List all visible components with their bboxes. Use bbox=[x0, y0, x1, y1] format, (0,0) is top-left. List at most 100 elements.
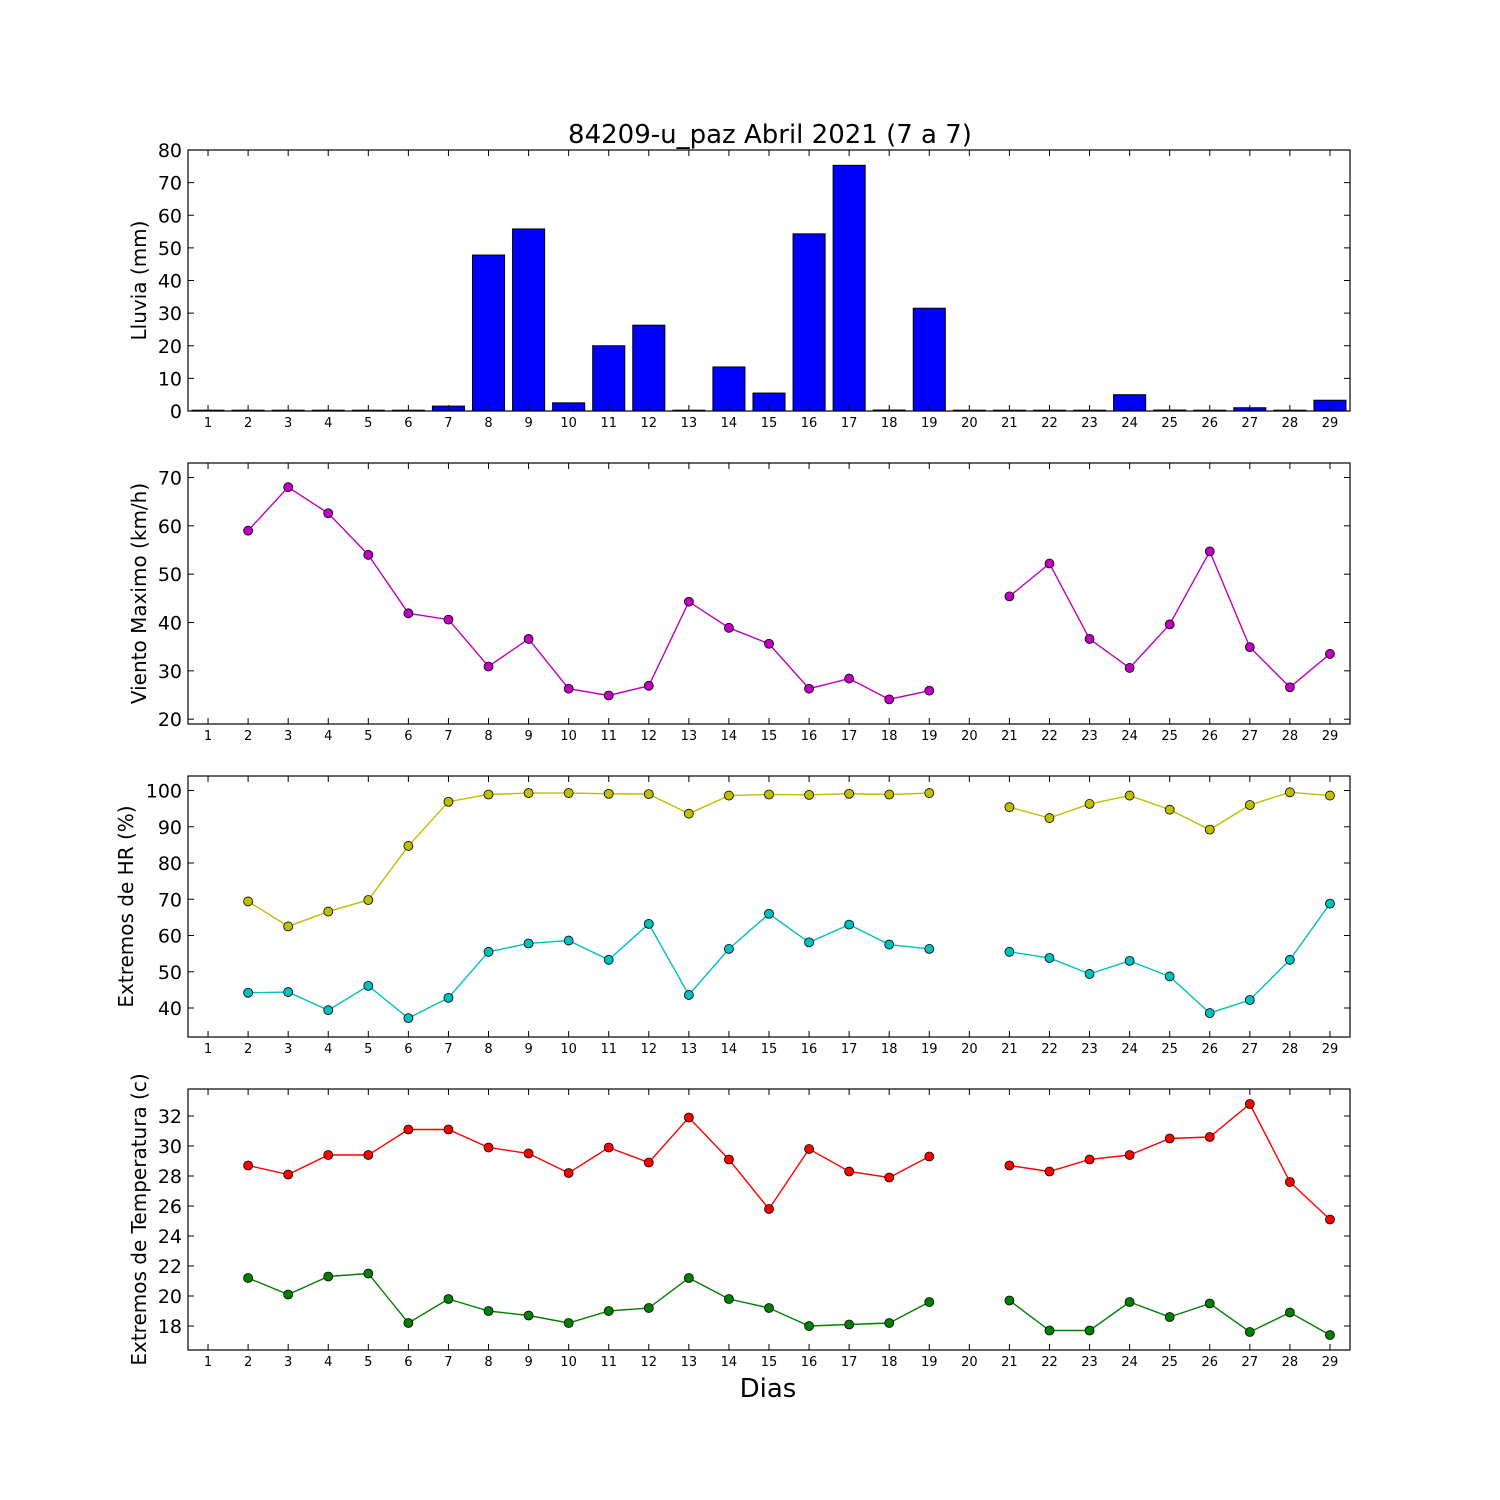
x-tick-label: 6 bbox=[404, 729, 412, 744]
series-1-point-day-25 bbox=[1164, 804, 1175, 815]
series-2-point-day-19 bbox=[924, 1297, 935, 1307]
x-tick-label: 12 bbox=[641, 729, 658, 744]
y-tick-label: 60 bbox=[158, 516, 182, 538]
y-tick-label: 90 bbox=[158, 817, 182, 839]
series-2-point-day-7 bbox=[443, 1294, 454, 1304]
series-1-point-day-3 bbox=[283, 482, 294, 493]
bar-day-16 bbox=[792, 233, 826, 412]
x-tick-label: 15 bbox=[761, 729, 778, 744]
x-tick-label: 2 bbox=[244, 416, 252, 431]
series-1-point-day-17 bbox=[844, 788, 855, 799]
series-2-point-day-2 bbox=[243, 1273, 254, 1283]
series-2-point-day-25 bbox=[1164, 1312, 1175, 1322]
x-tick-label: 14 bbox=[721, 1355, 738, 1370]
series-1-point-day-26 bbox=[1204, 824, 1215, 835]
y-tick-label: 70 bbox=[158, 468, 182, 490]
x-tick-label: 23 bbox=[1081, 416, 1098, 431]
series-1-point-day-18 bbox=[884, 694, 895, 705]
x-tick-label: 17 bbox=[841, 1042, 858, 1057]
x-tick-label: 1 bbox=[204, 1042, 212, 1057]
series-1-point-day-13 bbox=[683, 596, 694, 607]
x-tick-label: 11 bbox=[600, 416, 617, 431]
x-tick-label: 8 bbox=[484, 416, 492, 431]
x-tick-label: 20 bbox=[961, 1042, 978, 1057]
series-1-point-day-9 bbox=[523, 788, 534, 798]
x-tick-label: 25 bbox=[1161, 416, 1178, 431]
series-1-point-day-23 bbox=[1084, 1154, 1095, 1165]
series-2-point-day-15 bbox=[764, 908, 774, 919]
y-tick-label: 80 bbox=[158, 140, 182, 162]
x-tick-label: 27 bbox=[1242, 1042, 1259, 1057]
x-tick-label: 14 bbox=[721, 729, 738, 744]
series-2-point-day-29 bbox=[1325, 898, 1335, 909]
y-tick-label: 40 bbox=[158, 998, 182, 1020]
series-2-point-day-12 bbox=[643, 919, 654, 929]
x-tick-label: 4 bbox=[324, 416, 332, 431]
series-2-point-day-4 bbox=[323, 1005, 334, 1016]
x-tick-label: 17 bbox=[841, 416, 858, 431]
series-1-point-day-6 bbox=[403, 1124, 414, 1135]
x-tick-label: 1 bbox=[204, 1355, 212, 1370]
series-2-point-day-23 bbox=[1084, 1325, 1095, 1336]
series-1-point-day-27 bbox=[1244, 642, 1255, 653]
series-1-point-day-28 bbox=[1285, 682, 1295, 693]
series-1-point-day-22 bbox=[1044, 813, 1055, 823]
x-tick-label: 12 bbox=[641, 1042, 658, 1057]
y-tick-label: 20 bbox=[158, 709, 182, 731]
series-2-point-day-26 bbox=[1204, 1008, 1215, 1018]
x-tick-label: 11 bbox=[600, 1355, 617, 1370]
y-tick-label: 70 bbox=[158, 889, 182, 911]
x-tick-label: 29 bbox=[1322, 1042, 1339, 1057]
x-tick-label: 14 bbox=[721, 416, 738, 431]
y-tick-label: 60 bbox=[158, 926, 182, 948]
series-1-point-day-17 bbox=[844, 673, 855, 684]
series-2-point-day-24 bbox=[1124, 1297, 1135, 1307]
x-tick-label: 6 bbox=[404, 416, 412, 431]
series-1-point-day-26 bbox=[1204, 1132, 1215, 1142]
chart-title: 84209-u_paz Abril 2021 (7 a 7) bbox=[568, 120, 972, 150]
series-1-point-day-7 bbox=[443, 1124, 454, 1135]
series-1-point-day-4 bbox=[323, 1150, 334, 1160]
series-1-point-day-15 bbox=[764, 1204, 774, 1214]
x-tick-label: 5 bbox=[364, 1355, 372, 1370]
x-tick-label: 28 bbox=[1282, 729, 1299, 744]
series-2-point-day-9 bbox=[523, 938, 534, 949]
series-1-point-day-10 bbox=[563, 788, 574, 798]
y-tick-label: 20 bbox=[158, 1286, 182, 1308]
x-tick-label: 23 bbox=[1081, 729, 1098, 744]
series-1-point-day-3 bbox=[283, 1169, 294, 1180]
x-tick-label: 2 bbox=[244, 729, 252, 744]
series-2-point-day-6 bbox=[403, 1013, 414, 1024]
y-tick-label: 22 bbox=[158, 1256, 182, 1278]
x-tick-label: 17 bbox=[841, 729, 858, 744]
series-2-point-day-10 bbox=[563, 935, 574, 946]
x-tick-label: 18 bbox=[881, 1355, 898, 1370]
x-tick-label: 22 bbox=[1041, 1355, 1058, 1370]
x-tick-label: 8 bbox=[484, 1355, 492, 1370]
x-tick-label: 8 bbox=[484, 1042, 492, 1057]
series-2-point-day-4 bbox=[323, 1271, 334, 1282]
x-tick-label: 11 bbox=[600, 1042, 617, 1057]
x-tick-label: 21 bbox=[1001, 729, 1018, 744]
series-1-point-day-18 bbox=[884, 1172, 895, 1183]
bar-day-8 bbox=[471, 254, 506, 412]
series-1-point-day-6 bbox=[403, 608, 414, 619]
x-tick-label: 5 bbox=[364, 1042, 372, 1057]
series-1-line-2 bbox=[1009, 1102, 1331, 1221]
series-1-point-day-21 bbox=[1004, 591, 1015, 602]
bar-day-12 bbox=[632, 324, 666, 412]
series-2-point-day-13 bbox=[683, 990, 694, 1000]
y-tick-label: 70 bbox=[158, 173, 182, 195]
series-1-point-day-2 bbox=[243, 896, 254, 907]
series-1-point-day-5 bbox=[363, 895, 374, 905]
x-tick-label: 7 bbox=[444, 729, 452, 744]
x-tick-label: 18 bbox=[881, 1042, 898, 1057]
y-tick-label: 24 bbox=[158, 1226, 182, 1248]
x-axis-label: Dias bbox=[740, 1374, 797, 1404]
series-1-point-day-24 bbox=[1124, 663, 1135, 673]
series-1-point-day-14 bbox=[724, 1154, 734, 1165]
series-1-point-day-13 bbox=[683, 808, 694, 819]
y-tick-label: 30 bbox=[158, 303, 182, 325]
series-1-point-day-15 bbox=[764, 638, 774, 649]
